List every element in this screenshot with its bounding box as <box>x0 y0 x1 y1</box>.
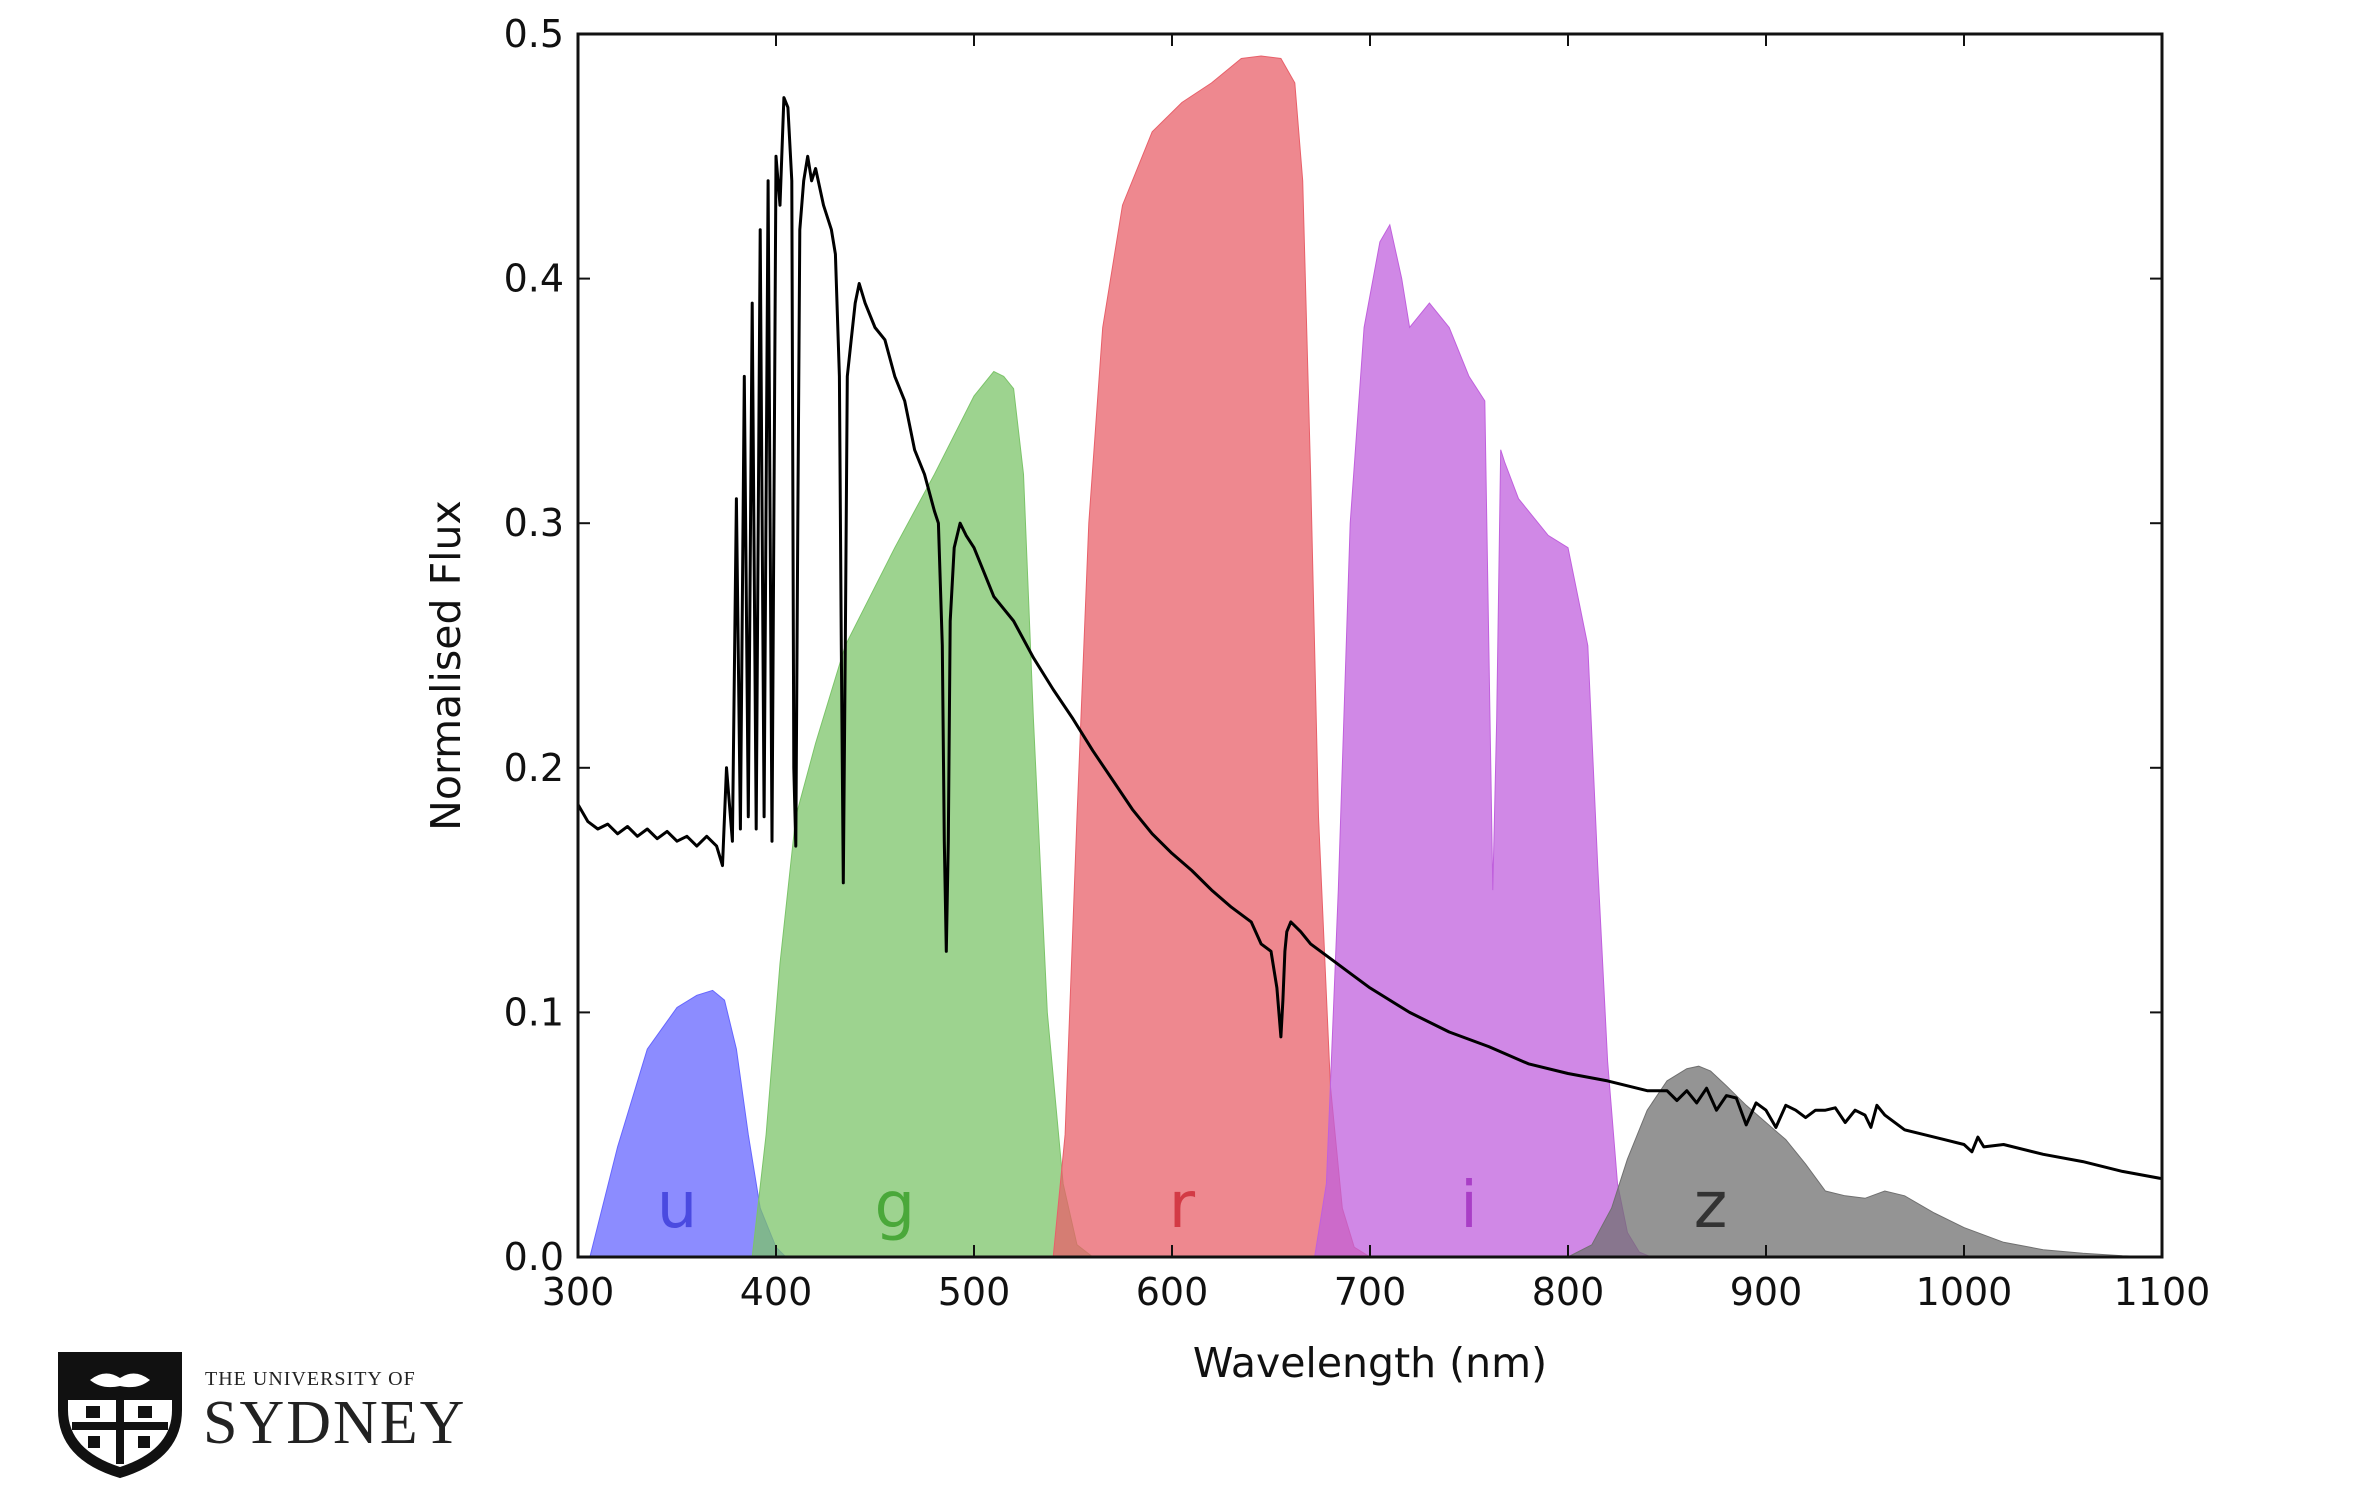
x-tick-label: 500 <box>938 1270 1011 1314</box>
x-tick-label: 400 <box>740 1270 813 1314</box>
x-tick-label: 900 <box>1730 1270 1803 1314</box>
shield-crest-icon <box>58 1352 182 1479</box>
y-tick-label: 0.2 <box>504 746 564 790</box>
axis-ticks: 300 400 500 600 700 800 900 1000 1100 0.0 0.1 0.2 0.… <box>504 12 2211 1314</box>
university-logo: THE UNIVERSITY OF SYDNEY <box>50 1340 470 1480</box>
y-tick-label: 0.3 <box>504 501 564 545</box>
logo-line-big: SYDNEY <box>203 1389 467 1457</box>
x-tick-label: 300 <box>542 1270 615 1314</box>
logo-line-small: THE UNIVERSITY OF <box>205 1368 416 1390</box>
y-axis-title: Normalised Flux <box>422 500 470 831</box>
band-label-g: g <box>874 1169 915 1243</box>
band-label-r: r <box>1169 1169 1196 1243</box>
filter-band-i <box>1314 223 1652 1258</box>
band-label-i: i <box>1460 1169 1478 1243</box>
y-tick-label: 0.1 <box>504 990 564 1034</box>
x-tick-label: 1100 <box>2114 1270 2211 1314</box>
y-tick-label: 0.5 <box>504 12 564 56</box>
band-label-u: u <box>657 1169 698 1243</box>
filter-band-g <box>751 370 1095 1258</box>
x-tick-label: 700 <box>1334 1270 1407 1314</box>
y-tick-label: 0.4 <box>504 257 564 301</box>
x-tick-label: 600 <box>1136 1270 1209 1314</box>
x-tick-label: 1000 <box>1916 1270 2013 1314</box>
y-tick-label: 0.0 <box>504 1235 564 1279</box>
x-tick-label: 800 <box>1532 1270 1605 1314</box>
filter-bands <box>589 55 2163 1258</box>
spectrum-line <box>576 96 2163 1181</box>
x-axis-title: Wavelength (nm) <box>1193 1339 1547 1387</box>
band-label-z: z <box>1694 1169 1728 1243</box>
spectrum-series <box>576 96 2163 1181</box>
filter-band-r <box>1052 55 1372 1258</box>
filter-band-z <box>1567 1065 2163 1258</box>
